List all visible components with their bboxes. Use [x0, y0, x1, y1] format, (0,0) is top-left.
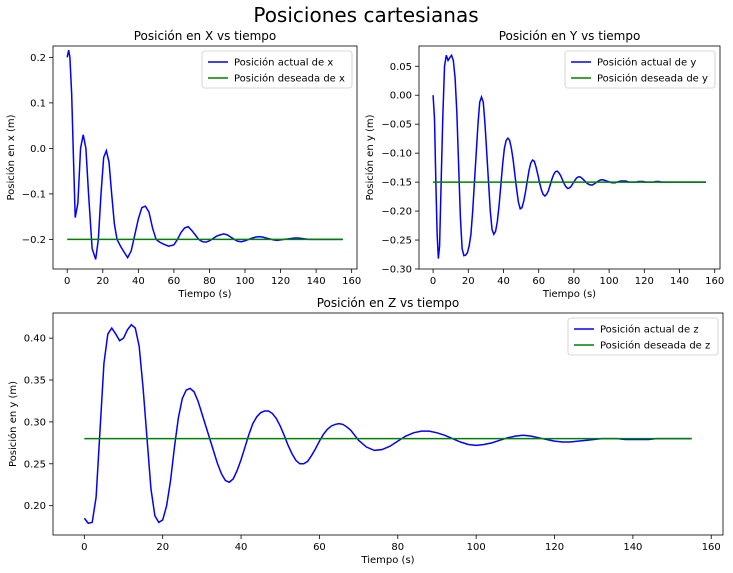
y-axis-label: Posición en x (m): [5, 114, 17, 200]
y-axis-label: Posición en y (m): [364, 114, 376, 200]
x-tick-label: 20: [462, 276, 475, 287]
y-tick-label: 0.05: [390, 62, 412, 73]
y-tick-label: −0.2: [22, 235, 46, 246]
legend-box: [567, 317, 719, 356]
subplot-z-position: 0 20 40 60 80 100 120 140 160 0.20 0.25 0.30 0.35 0.4…: [7, 296, 724, 566]
x-tick-label: 100: [235, 276, 254, 287]
legend: Posición actual de y Posición deseada de …: [564, 50, 716, 89]
x-tick-label: 160: [702, 542, 721, 553]
legend-entry: Posición actual de y: [597, 57, 696, 69]
y-axis-label: Posición en y (m): [7, 381, 19, 467]
x-tick-label: 0: [64, 276, 70, 287]
x-tick-label: 60: [532, 276, 545, 287]
x-tick-label: 140: [670, 276, 689, 287]
y-tick-label: 0.0: [30, 144, 46, 155]
legend-entry: Posición actual de x: [234, 57, 333, 69]
x-tick-label: 80: [568, 276, 581, 287]
y-tick-label: −0.1: [22, 189, 46, 200]
y-tick-label: −0.20: [381, 207, 412, 218]
chart-title: Posición en X vs tiempo: [134, 29, 277, 43]
chart-title: Posición en Y vs tiempo: [499, 29, 641, 43]
legend: Posición actual de x Posición deseada de …: [201, 50, 353, 89]
y-tick-label: −0.15: [381, 178, 412, 189]
x-tick-label: 120: [635, 276, 654, 287]
x-tick-label: 100: [600, 276, 619, 287]
y-tick-label: 0.1: [30, 98, 46, 109]
x-tick-label: 80: [203, 276, 216, 287]
legend-entry: Posición deseada de x: [234, 73, 345, 85]
legend-box: [201, 50, 353, 89]
figure-suptitle: Posiciones cartesianas: [253, 3, 478, 27]
x-tick-label: 100: [467, 542, 486, 553]
legend-entry: Posición deseada de y: [597, 73, 708, 85]
y-tick-label: 0.30: [24, 417, 46, 428]
y-tick-label: 0.25: [24, 459, 46, 470]
x-tick-label: 160: [342, 276, 361, 287]
series-line-actual: [66, 49, 343, 260]
x-tick-label: 0: [81, 542, 87, 553]
axes-frame: [52, 45, 358, 270]
x-tick-label: 140: [307, 276, 326, 287]
legend-entry: Posición deseada de z: [600, 340, 710, 352]
x-tick-label: 60: [168, 276, 181, 287]
y-tick-label: 0.00: [390, 91, 412, 102]
x-tick-label: 60: [313, 542, 326, 553]
y-tick-label: −0.05: [381, 120, 412, 131]
x-tick-label: 140: [623, 542, 642, 553]
y-tick-label: 0.35: [24, 376, 46, 387]
x-tick-label: 40: [497, 276, 510, 287]
x-tick-label: 0: [430, 276, 436, 287]
subplot-x-position: 0 20 40 60 80 100 120 140 160 −0.2 −0.1 0.0 0.1 0.2 Po…: [5, 29, 361, 300]
subplot-y-position: 0 20 40 60 80 100 120 140 160 −0.30 −0.25 −0.20 −0.1…: [364, 29, 724, 300]
x-tick-label: 40: [132, 276, 145, 287]
legend-box: [564, 50, 716, 89]
chart-title: Posición en Z vs tiempo: [317, 296, 460, 310]
legend: Posición actual de z Posición deseada de …: [567, 317, 719, 356]
axes-frame: [52, 312, 724, 536]
legend-entry: Posición actual de z: [600, 324, 699, 336]
y-tick-label: −0.25: [381, 236, 412, 247]
x-tick-label: 20: [96, 276, 109, 287]
x-tick-label: 80: [391, 542, 404, 553]
x-axis-label: Tiempo (s): [542, 289, 596, 300]
x-axis-label: Tiempo (s): [177, 289, 231, 300]
y-tick-label: 0.2: [30, 53, 46, 64]
x-tick-label: 40: [235, 542, 248, 553]
x-axis-label: Tiempo (s): [360, 555, 414, 566]
x-tick-label: 120: [271, 276, 290, 287]
y-tick-label: 0.20: [24, 501, 46, 512]
x-tick-label: 20: [156, 542, 169, 553]
y-tick-label: 0.40: [24, 334, 46, 345]
x-tick-label: 120: [545, 542, 564, 553]
axes-frame: [418, 45, 721, 270]
x-tick-label: 160: [705, 276, 724, 287]
y-tick-label: −0.10: [381, 149, 412, 160]
y-tick-label: −0.30: [381, 265, 412, 276]
